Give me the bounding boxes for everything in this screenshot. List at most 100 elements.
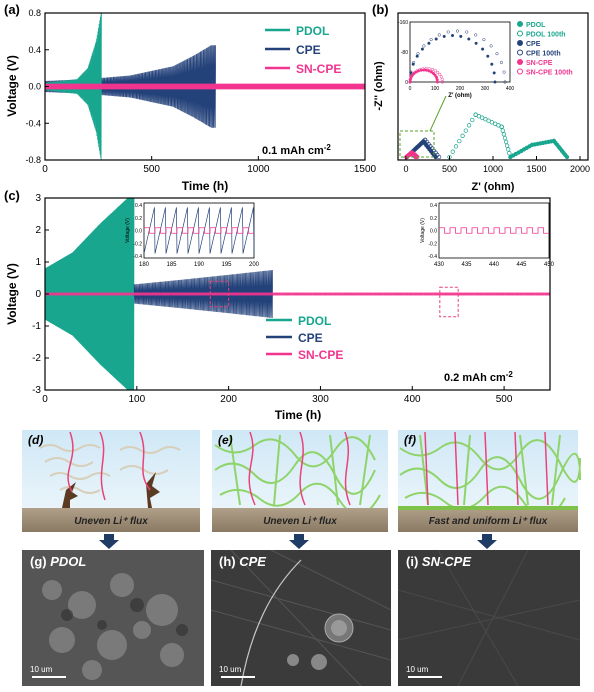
inset-y-tick-label: -0.4: [428, 254, 437, 260]
inset-point: [436, 70, 440, 75]
inset-point: [412, 60, 416, 65]
inset-point: [437, 33, 441, 37]
inset-point: [438, 72, 442, 77]
data-point: [414, 154, 419, 159]
panel-b: (b) 0 500 1000 1500 2000 -Z'' (ohm) Z' (ohm)…: [372, 2, 590, 193]
scale-text: 10 um: [406, 665, 429, 674]
series-cpe: [133, 269, 273, 319]
inset-point: [431, 71, 436, 76]
panel-a-series: [45, 13, 365, 160]
x-tick-label: 1000: [247, 164, 270, 175]
schematic-e-caption: Uneven Li⁺ flux: [263, 516, 337, 527]
scale-bar: [32, 676, 66, 678]
inset-point: [474, 41, 478, 45]
y-tick-label: -1: [32, 321, 41, 332]
sem-i-label: (i) SN-CPE: [406, 554, 472, 569]
panel-a: (a) 0 500 1000 1500 0.8 0.4 0.0 -0.4 -0.8 Voltag…: [4, 2, 377, 193]
data-point: [506, 147, 511, 152]
inset-point: [429, 70, 433, 74]
arrow-down-icon: [477, 534, 497, 549]
inset-point: [455, 29, 460, 33]
legend-label: SN-CPE: [296, 62, 341, 76]
panel-a-data: [45, 13, 365, 160]
inset-point: [427, 67, 431, 71]
inset-series-sn-cpe: [144, 227, 254, 234]
data-point: [416, 144, 421, 149]
panel-b-ylabel: -Z'' (ohm): [373, 61, 385, 111]
inset-y-tick-label: -0.4: [133, 254, 142, 260]
inset-point: [440, 80, 445, 84]
panel-c-ylabel: Voltage (V): [5, 263, 19, 325]
schematic-f: Fast and uniform Li⁺ flux (f): [398, 430, 581, 532]
inset-x-tick-label: 0: [409, 86, 412, 92]
x-tick-label: 1000: [483, 164, 503, 174]
inset-point: [490, 62, 494, 66]
inset-x-tick-label: 200: [249, 262, 260, 268]
scale-text: 10 um: [219, 665, 242, 674]
panel-c-series: [45, 198, 550, 390]
inset-point: [408, 77, 412, 81]
schematic-d: Uneven Li⁺ flux (d): [22, 430, 200, 532]
inset-x-tick-label: 300: [481, 86, 490, 92]
arrow-down-icon: [99, 534, 119, 549]
panel-a-axes: 0 500 1000 1500 0.8 0.4 0.0 -0.4 -0.8: [25, 8, 376, 175]
zoom-region-box: [439, 286, 459, 318]
schematic-d-dendrite-2: [146, 472, 160, 508]
sem-texture-h: [211, 550, 391, 686]
data-point: [486, 118, 491, 123]
sem-h-label: (h) CPE: [219, 554, 266, 569]
data-point: [415, 154, 420, 160]
y-tick-label: 0: [35, 289, 41, 300]
inset-180-200: 180 185 190 195 200 0.4 0.2 0.0 -0.2 -0.4 Voltage …: [125, 202, 260, 268]
legend-marker: [517, 40, 523, 46]
inset-point: [503, 80, 507, 84]
panel-c-label: (c): [4, 188, 20, 203]
legend-label: SN-CPE: [526, 60, 553, 67]
inset-point: [493, 80, 497, 84]
inset-point: [429, 38, 433, 42]
legend-label: PDOL: [298, 314, 331, 328]
inset-point: [420, 47, 424, 51]
panel-b-xlabel: Z' (ohm): [472, 181, 515, 193]
inset-x-tick-label: 400: [506, 86, 515, 92]
inset-point: [421, 67, 425, 71]
inset-point: [446, 30, 450, 34]
data-point: [453, 144, 459, 149]
inset-x-tick-label: 445: [516, 262, 527, 268]
inset-y-tick-label: 0.0: [430, 229, 437, 235]
inset-point: [486, 54, 490, 58]
inset-y-tick-label: -0.2: [428, 241, 437, 247]
scale-text: 10 um: [30, 665, 53, 674]
x-tick-label: 1500: [354, 164, 377, 175]
schematic-d-dendrite-1: [62, 482, 78, 508]
inset-x-tick-label: 180: [139, 262, 150, 268]
legend-marker: [517, 30, 523, 37]
inset-point: [499, 60, 503, 65]
inset-x-tick-label: 435: [461, 262, 472, 268]
zoom-arrow-icon: [429, 95, 447, 132]
y-tick-label: -2: [32, 353, 41, 364]
inset-point: [481, 47, 485, 51]
inset-y-tick-label: 0.2: [430, 216, 437, 222]
x-tick-label: 2000: [570, 164, 590, 174]
y-tick-label: 0.4: [28, 45, 41, 55]
sem-image-h: (h) CPE 10 um: [211, 550, 391, 686]
legend-label: CPE: [296, 43, 321, 57]
legend-label: SN-CPE 100th: [526, 70, 573, 77]
inset-point: [439, 75, 443, 79]
series-pdol: [45, 13, 102, 160]
legend-label: PDOL 100th: [526, 32, 566, 39]
data-point: [501, 132, 507, 137]
data-point: [466, 123, 472, 128]
schematic-e-network: [214, 434, 381, 516]
x-tick-label: 200: [220, 394, 237, 405]
data-point: [470, 117, 475, 123]
legend-label: PDOL: [526, 22, 546, 29]
data-point: [508, 154, 513, 160]
data-point: [413, 153, 419, 159]
legend-label: PDOL: [296, 24, 329, 38]
panel-c-annotation: 0.2 mAh cm-2: [444, 370, 513, 384]
inset-y-tick-label: 0: [405, 80, 408, 86]
panel-c-data: [45, 198, 550, 390]
